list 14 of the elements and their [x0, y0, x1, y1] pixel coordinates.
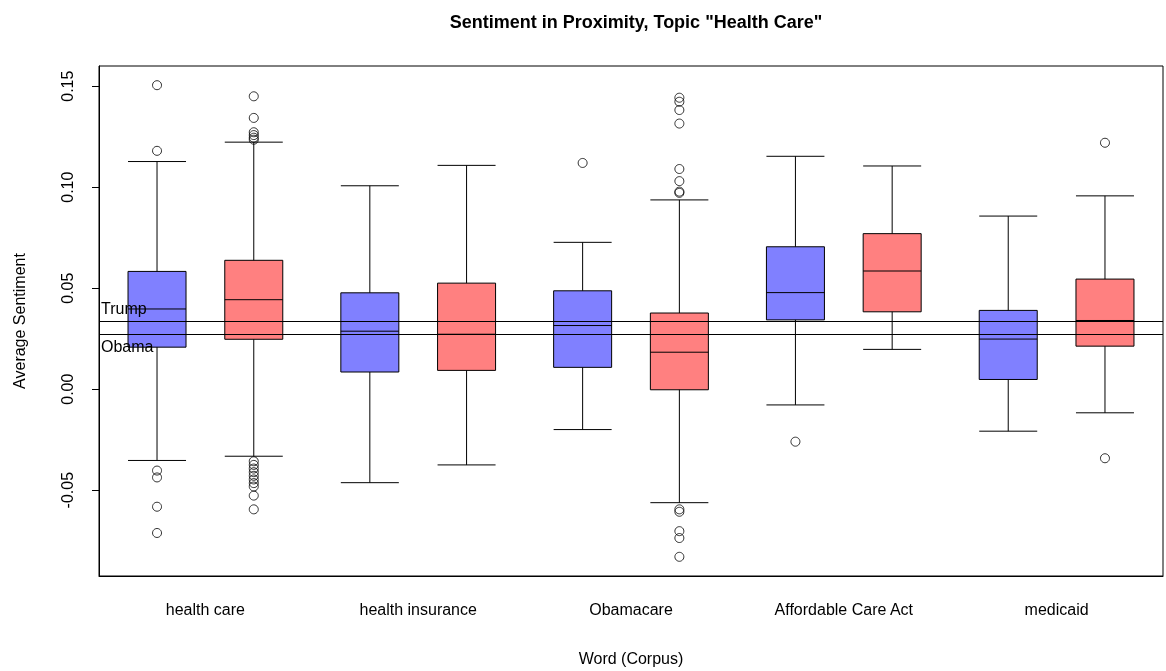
x-tick-label: health care: [165, 600, 246, 618]
x-axis-title: Word (Corpus): [578, 649, 684, 667]
x-tick-label: Obamacare: [589, 600, 673, 618]
ref-line-label: Obama: [101, 338, 154, 356]
x-tick-label: health insurance: [359, 600, 477, 618]
chart-title: Sentiment in Proximity, Topic "Health Care": [449, 12, 823, 32]
x-tick-label: Affordable Care Act: [774, 600, 914, 618]
y-tick-label: 0.05: [58, 272, 76, 304]
y-axis-title: Average Sentiment: [10, 252, 28, 389]
y-tick-label: 0.10: [58, 171, 76, 203]
y-tick-label: 0.15: [58, 70, 76, 102]
y-tick-label: 0.00: [58, 373, 76, 405]
y-tick-label: -0.05: [58, 471, 76, 509]
x-tick-label: medicaid: [1024, 600, 1089, 618]
